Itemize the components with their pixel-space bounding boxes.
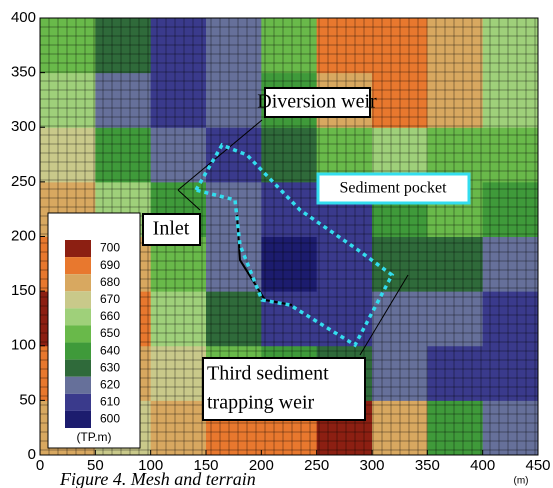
- terrain-cell: [261, 237, 317, 292]
- legend-swatch: [65, 240, 91, 257]
- legend-label: 690: [100, 258, 120, 272]
- terrain-cell: [206, 18, 262, 73]
- terrain-cell: [483, 237, 539, 292]
- legend-label: 610: [100, 395, 120, 409]
- terrain-cell: [483, 127, 539, 182]
- legend-label: 620: [100, 377, 120, 391]
- terrain-cell: [151, 346, 207, 401]
- legend-box: [48, 213, 140, 448]
- x-tick-label: 400: [470, 457, 495, 474]
- legend-label: 630: [100, 360, 120, 374]
- chart: Diversion weir Sediment pocket Inlet Thi…: [0, 0, 553, 488]
- legend-label: 640: [100, 343, 120, 357]
- terrain-cell: [261, 127, 317, 182]
- legend-swatch: [65, 325, 91, 342]
- x-tick-label: 0: [36, 457, 44, 474]
- caption: Figure 4. Mesh and terrain: [59, 469, 256, 488]
- annotation: trapping weir: [207, 392, 315, 414]
- terrain-cell: [206, 127, 262, 182]
- terrain-cell: [151, 291, 207, 346]
- x-axis-unit: (m): [514, 476, 529, 487]
- legend-swatch: [65, 257, 91, 274]
- terrain-cell: [151, 18, 207, 73]
- legend-unit: (TP.m): [76, 430, 111, 444]
- x-tick-label: 250: [304, 457, 329, 474]
- legend-swatch: [65, 411, 91, 428]
- terrain-cell: [483, 346, 539, 401]
- terrain-cell: [151, 400, 207, 455]
- legend-label: 680: [100, 275, 120, 289]
- y-tick-label: 250: [11, 173, 36, 190]
- terrain-cell: [427, 237, 483, 292]
- y-tick-label: 50: [19, 391, 36, 408]
- terrain-cell: [40, 18, 96, 73]
- legend-label: 660: [100, 309, 120, 323]
- y-tick-label: 300: [11, 118, 36, 135]
- terrain-cell: [206, 182, 262, 237]
- legend-swatch: [65, 308, 91, 325]
- terrain-cell: [427, 346, 483, 401]
- legend-label: 600: [100, 412, 120, 426]
- terrain-cell: [95, 127, 151, 182]
- x-tick-label: 300: [359, 457, 384, 474]
- annotation: Inlet: [153, 218, 190, 240]
- y-tick-label: 400: [11, 9, 36, 26]
- legend-swatch: [65, 360, 91, 377]
- terrain-cell: [261, 182, 317, 237]
- terrain-cell: [151, 127, 207, 182]
- annotation: Sediment pocket: [339, 180, 447, 197]
- legend-swatch: [65, 343, 91, 360]
- annotation: Diversion weir: [257, 91, 377, 113]
- y-tick-label: 200: [11, 227, 36, 244]
- legend-swatch: [65, 377, 91, 394]
- y-tick-label: 150: [11, 282, 36, 299]
- terrain-cell: [261, 18, 317, 73]
- legend-label: 670: [100, 292, 120, 306]
- terrain-cell: [427, 18, 483, 73]
- terrain-cell: [483, 182, 539, 237]
- terrain-cell: [483, 291, 539, 346]
- y-tick-label: 0: [28, 446, 36, 463]
- y-tick-label: 350: [11, 64, 36, 81]
- legend-swatch: [65, 291, 91, 308]
- terrain-cell: [427, 400, 483, 455]
- terrain-cell: [40, 127, 96, 182]
- terrain-cell: [483, 400, 539, 455]
- terrain-cell: [261, 291, 317, 346]
- legend-swatch: [65, 394, 91, 411]
- terrain-cell: [483, 18, 539, 73]
- legend-label: 650: [100, 326, 120, 340]
- legend-label: 700: [100, 241, 120, 255]
- y-tick-label: 100: [11, 337, 36, 354]
- terrain-cell: [95, 18, 151, 73]
- terrain-cell: [206, 291, 262, 346]
- x-tick-label: 450: [525, 457, 550, 474]
- terrain-cell: [427, 291, 483, 346]
- x-tick-label: 350: [415, 457, 440, 474]
- legend-swatch: [65, 274, 91, 291]
- annotation: Third sediment: [207, 363, 329, 385]
